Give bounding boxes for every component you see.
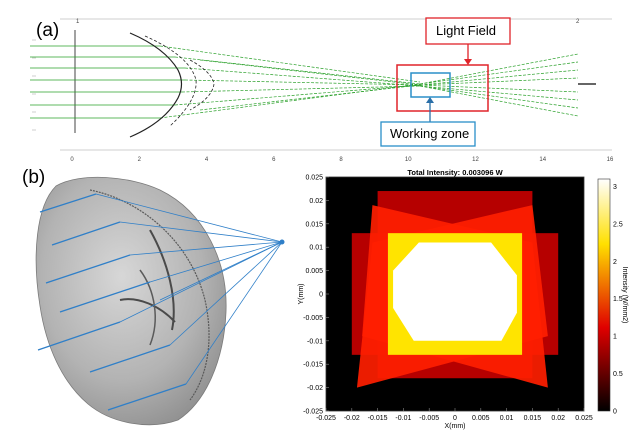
ray-x-ticks: 0 2 4 6 8 10 12 14 16 <box>70 157 614 163</box>
x-tick-label: -0.005 <box>419 415 439 422</box>
light-field-box <box>396 64 489 112</box>
mirror-incident-rays <box>37 193 187 411</box>
working-zone-label: Working zone <box>390 126 469 141</box>
panel-b-mirror: (b) <box>22 167 285 426</box>
ray-x-tick: 10 <box>405 157 412 163</box>
ray-x-tick: 4 <box>205 157 209 163</box>
focal-point <box>279 239 285 245</box>
colorbar-tick-label: 3 <box>613 184 617 191</box>
x-tick-label: -0.01 <box>395 415 411 422</box>
converging-rays <box>159 45 421 119</box>
ray-y-ticks <box>32 39 36 131</box>
colorbar-tick-label: 2 <box>613 259 617 266</box>
mirror-reflected-rays <box>95 193 283 385</box>
y-axis-label: Y(mm) <box>298 284 305 305</box>
x-axis-label: X(mm) <box>445 423 466 430</box>
y-tick-label: -0.02 <box>307 385 323 392</box>
ray-x-tick: 12 <box>472 157 479 163</box>
x-tick-label: 0.01 <box>500 415 514 422</box>
x-tick-label: -0.015 <box>368 415 388 422</box>
x-tick-label: 0.005 <box>472 415 490 422</box>
x-tick-label: 0.015 <box>524 415 542 422</box>
ray-top-tick: 2 <box>576 19 580 25</box>
x-tick-label: 0.025 <box>575 415 593 422</box>
colorbar-tick-label: 1.5 <box>613 296 623 303</box>
working-zone-arrow-head <box>426 97 434 103</box>
y-tick-label: -0.01 <box>307 338 323 345</box>
y-tick-label: -0.005 <box>303 315 323 322</box>
heatmap-chart: Total Intensity: 0.003096 W -0.025 -0.02-… <box>298 168 628 430</box>
mirror-surface <box>35 176 227 426</box>
panel-a-label: (a) <box>36 20 59 41</box>
x-ticks: -0.025 -0.02 -0.015 -0.01 -0.005 0 0.005 0.01 0.… <box>316 408 593 422</box>
ray-x-tick: 14 <box>539 157 546 163</box>
panel-a: (a) 1 2 0 2 4 6 8 10 12 14 16 <box>30 17 614 163</box>
mirror-profiles <box>129 32 215 138</box>
ray-x-tick: 16 <box>607 157 614 163</box>
light-field-label: Light Field <box>436 23 496 38</box>
x-tick-label: -0.02 <box>344 415 360 422</box>
colorbar-tick-label: 0 <box>613 409 617 416</box>
panel-b-label: (b) <box>22 167 45 188</box>
y-tick-label: -0.015 <box>303 362 323 369</box>
light-field-label-box <box>425 17 511 45</box>
chart-title: Total Intensity: 0.003096 W <box>407 168 503 177</box>
colorbar-tick-label: 1 <box>613 334 617 341</box>
ray-x-tick: 8 <box>339 157 343 163</box>
light-field-arrow-head <box>464 59 472 65</box>
x-tick-label: 0.02 <box>551 415 565 422</box>
colorbar <box>597 178 611 412</box>
working-zone-box <box>410 72 451 98</box>
input-rays <box>30 45 185 119</box>
ray-x-tick: 6 <box>272 157 276 163</box>
y-tick-label: -0.025 <box>303 409 323 416</box>
x-tick-label: 0 <box>453 415 457 422</box>
y-tick-label: 0.01 <box>309 245 323 252</box>
intensity-layers <box>351 191 559 388</box>
colorbar-label: Intensity (W/mm2) <box>621 267 628 324</box>
y-tick-label: 0.015 <box>305 221 323 228</box>
ray-x-tick: 0 <box>70 157 74 163</box>
y-tick-label: 0 <box>319 292 323 299</box>
y-tick-label: 0.025 <box>305 175 323 182</box>
intensity-region <box>393 242 517 341</box>
ray-x-tick: 2 <box>138 157 142 163</box>
colorbar-tick-label: 0.5 <box>613 371 623 378</box>
x-tick-label: -0.025 <box>316 415 336 422</box>
ray-top-tick: 1 <box>76 19 80 25</box>
colorbar-ticks: 3 2.5 2 1.5 1 0.5 0 <box>613 184 623 416</box>
y-tick-label: 0.005 <box>305 268 323 275</box>
y-tick-label: 0.02 <box>309 198 323 205</box>
diverging-rays <box>419 53 579 117</box>
working-zone-label-box <box>380 121 476 147</box>
colorbar-tick-label: 2.5 <box>613 221 623 228</box>
y-ticks: 0.025 0.02 0.015 0.01 0.005 0 -0.005 -0.01 -0.01… <box>303 175 329 416</box>
